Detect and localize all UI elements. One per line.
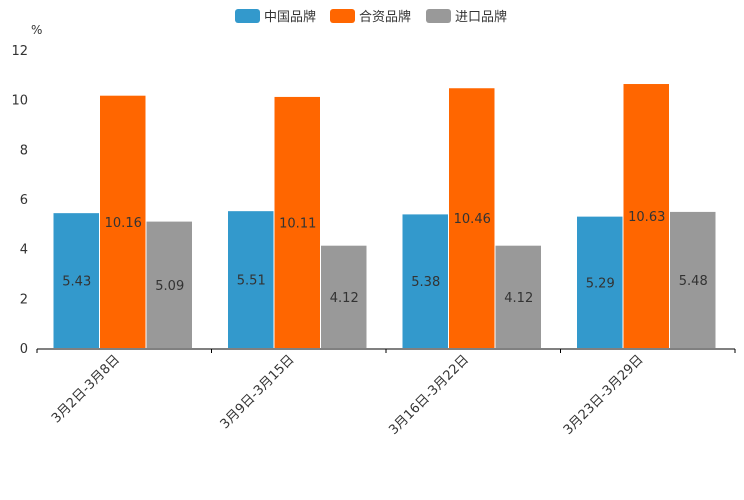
bar-value-label: 5.48: [679, 274, 708, 289]
bar-value-label: 5.43: [62, 275, 91, 290]
legend-item-2[interactable]: 进口品牌: [426, 9, 507, 25]
legend-swatch: [426, 9, 451, 23]
y-axis: 0 2 4 6 8 10 12: [11, 44, 28, 357]
legend-swatch: [330, 9, 355, 23]
bar[interactable]: [495, 245, 542, 348]
legend-label: 中国品牌: [264, 9, 316, 25]
bar[interactable]: [623, 84, 670, 348]
legend-swatch: [235, 9, 260, 23]
y-axis-unit-label: %: [31, 23, 42, 37]
bar[interactable]: [577, 216, 623, 348]
y-tick-label: 0: [20, 342, 28, 357]
x-tick-label: 3月9日-3月15日: [218, 352, 298, 432]
bar-value-label: 10.63: [628, 210, 665, 225]
bar[interactable]: [100, 95, 146, 349]
y-tick-label: 10: [11, 94, 28, 109]
legend-label: 合资品牌: [359, 9, 411, 25]
y-tick-label: 12: [11, 44, 28, 59]
bar-value-label: 10.16: [105, 216, 142, 231]
bar[interactable]: [274, 96, 321, 348]
y-tick-label: 4: [20, 243, 28, 258]
bar-value-label: 5.29: [586, 276, 615, 291]
bar[interactable]: [670, 211, 716, 348]
y-tick-label: 2: [20, 292, 28, 307]
bar[interactable]: [402, 214, 449, 348]
x-axis: 3月2日-3月8日 3月9日-3月15日 3月16日-3月22日 3月23日-3月29…: [36, 348, 736, 438]
bar-value-label: 4.12: [504, 291, 533, 306]
bar-value-label: 5.51: [237, 274, 266, 289]
bar[interactable]: [228, 211, 274, 348]
bar-value-label: 5.09: [155, 279, 184, 294]
x-tick-label: 3月23日-3月29日: [561, 352, 647, 438]
x-tick-label: 3月2日-3月8日: [49, 352, 123, 426]
legend-item-0[interactable]: 中国品牌: [235, 9, 316, 25]
x-tick-label: 3月16日-3月22日: [386, 352, 472, 438]
bar[interactable]: [146, 221, 193, 348]
bar-value-label: 5.38: [411, 275, 440, 290]
legend: 中国品牌 合资品牌 进口品牌: [235, 9, 507, 25]
bar-value-label: 10.11: [279, 216, 316, 231]
bar[interactable]: [449, 88, 495, 348]
bar-value-label: 4.12: [330, 291, 359, 306]
y-tick-label: 6: [20, 193, 28, 208]
legend-item-1[interactable]: 合资品牌: [330, 9, 411, 25]
bar-value-label: 10.46: [454, 212, 491, 227]
bar[interactable]: [53, 213, 100, 348]
bars: 5.43 10.16 5.09 5.51 10.11 4.12 5.38 10.46 4.12 5…: [53, 84, 716, 349]
y-tick-label: 8: [20, 143, 28, 158]
bar[interactable]: [321, 245, 367, 348]
legend-label: 进口品牌: [455, 9, 507, 25]
